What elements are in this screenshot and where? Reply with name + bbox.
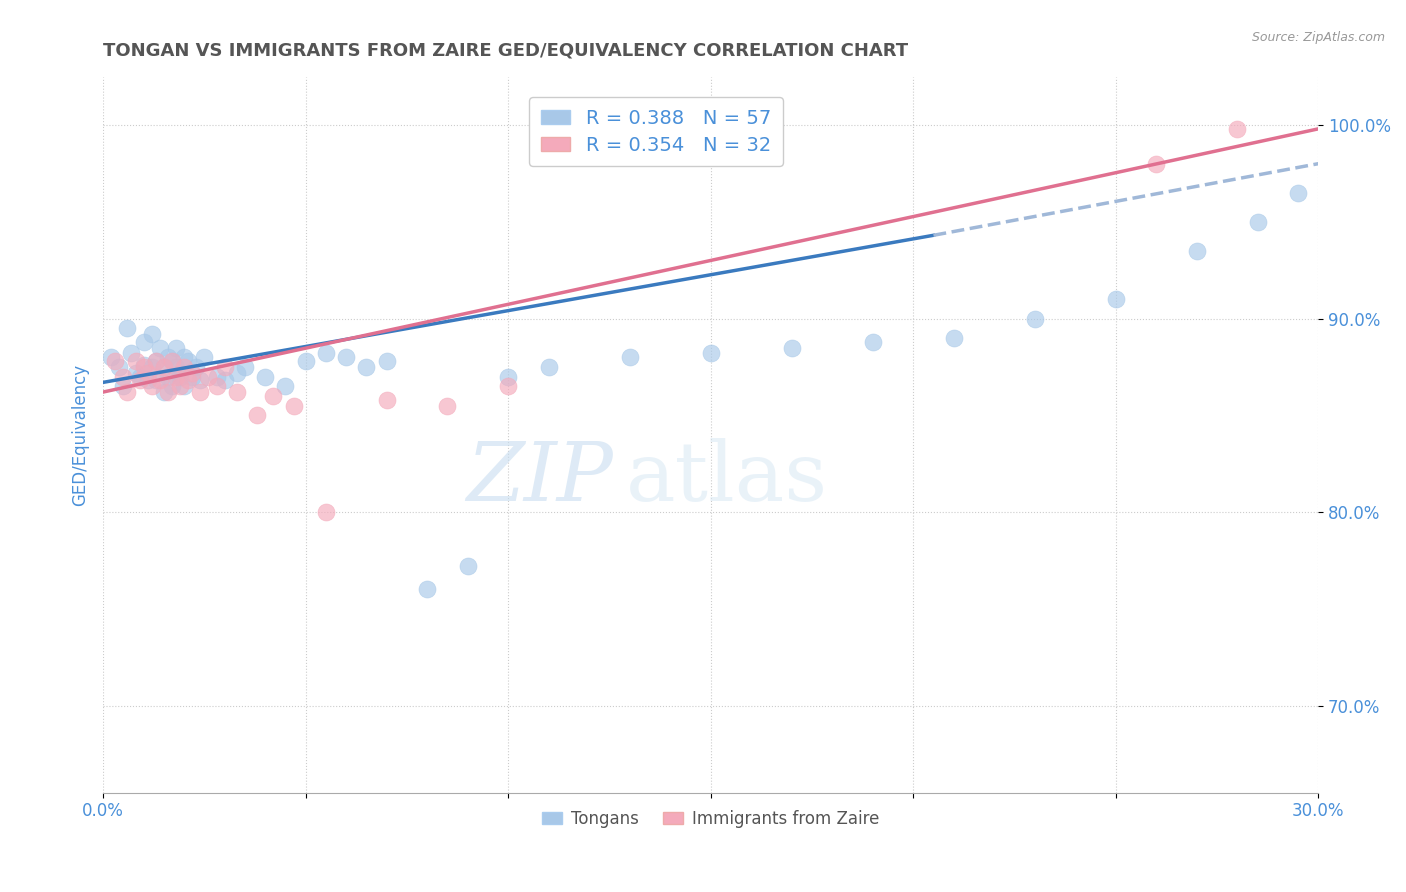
- Point: [145, 354, 167, 368]
- Point: [132, 334, 155, 349]
- Point: [375, 354, 398, 368]
- Point: [124, 354, 146, 368]
- Point: [112, 369, 135, 384]
- Point: [188, 385, 211, 400]
- Point: [156, 385, 179, 400]
- Point: [177, 354, 200, 368]
- Point: [193, 350, 215, 364]
- Point: [375, 392, 398, 407]
- Point: [104, 354, 127, 368]
- Text: ZIP: ZIP: [467, 438, 613, 517]
- Point: [141, 379, 163, 393]
- Point: [356, 359, 378, 374]
- Point: [173, 350, 195, 364]
- Point: [117, 385, 139, 400]
- Point: [156, 369, 179, 384]
- Point: [153, 359, 176, 374]
- Point: [117, 321, 139, 335]
- Point: [149, 373, 172, 387]
- Point: [186, 359, 208, 374]
- Point: [188, 373, 211, 387]
- Point: [274, 379, 297, 393]
- Point: [128, 373, 150, 387]
- Point: [197, 369, 219, 384]
- Point: [780, 341, 803, 355]
- Point: [862, 334, 884, 349]
- Point: [457, 559, 479, 574]
- Point: [169, 379, 191, 393]
- Point: [112, 379, 135, 393]
- Point: [124, 366, 146, 380]
- Point: [165, 359, 187, 374]
- Point: [537, 359, 560, 374]
- Text: atlas: atlas: [626, 438, 828, 517]
- Point: [294, 354, 316, 368]
- Point: [153, 359, 176, 374]
- Point: [156, 350, 179, 364]
- Point: [205, 379, 228, 393]
- Point: [1185, 244, 1208, 258]
- Point: [214, 359, 236, 374]
- Point: [262, 389, 284, 403]
- Point: [181, 369, 204, 384]
- Point: [1286, 186, 1309, 200]
- Point: [225, 366, 247, 380]
- Point: [145, 354, 167, 368]
- Point: [496, 379, 519, 393]
- Point: [315, 346, 337, 360]
- Point: [153, 385, 176, 400]
- Point: [121, 346, 143, 360]
- Point: [173, 359, 195, 374]
- Point: [160, 354, 183, 368]
- Point: [141, 359, 163, 374]
- Text: TONGAN VS IMMIGRANTS FROM ZAIRE GED/EQUIVALENCY CORRELATION CHART: TONGAN VS IMMIGRANTS FROM ZAIRE GED/EQUI…: [103, 42, 908, 60]
- Point: [132, 359, 155, 374]
- Point: [619, 350, 641, 364]
- Point: [149, 341, 172, 355]
- Point: [1144, 156, 1167, 170]
- Point: [315, 505, 337, 519]
- Point: [132, 358, 155, 372]
- Point: [246, 409, 269, 423]
- Point: [169, 369, 191, 384]
- Point: [699, 346, 721, 360]
- Point: [141, 326, 163, 341]
- Point: [173, 379, 195, 393]
- Point: [169, 366, 191, 380]
- Point: [335, 350, 357, 364]
- Point: [254, 369, 277, 384]
- Point: [233, 359, 256, 374]
- Point: [145, 373, 167, 387]
- Point: [1024, 311, 1046, 326]
- Point: [1105, 292, 1128, 306]
- Point: [205, 369, 228, 384]
- Legend: Tongans, Immigrants from Zaire: Tongans, Immigrants from Zaire: [536, 803, 886, 834]
- Text: Source: ZipAtlas.com: Source: ZipAtlas.com: [1251, 31, 1385, 45]
- Point: [416, 582, 439, 597]
- Point: [136, 366, 159, 380]
- Point: [165, 341, 187, 355]
- Point: [160, 354, 183, 368]
- Point: [108, 359, 131, 374]
- Point: [1226, 121, 1249, 136]
- Point: [160, 379, 183, 393]
- Point: [136, 373, 159, 387]
- Point: [100, 350, 122, 364]
- Point: [181, 366, 204, 380]
- Point: [436, 399, 458, 413]
- Point: [283, 399, 305, 413]
- Point: [942, 331, 965, 345]
- Point: [1246, 215, 1268, 229]
- Point: [177, 373, 200, 387]
- Y-axis label: GED/Equivalency: GED/Equivalency: [72, 364, 89, 506]
- Point: [165, 369, 187, 384]
- Point: [225, 385, 247, 400]
- Point: [128, 369, 150, 384]
- Point: [496, 369, 519, 384]
- Point: [214, 373, 236, 387]
